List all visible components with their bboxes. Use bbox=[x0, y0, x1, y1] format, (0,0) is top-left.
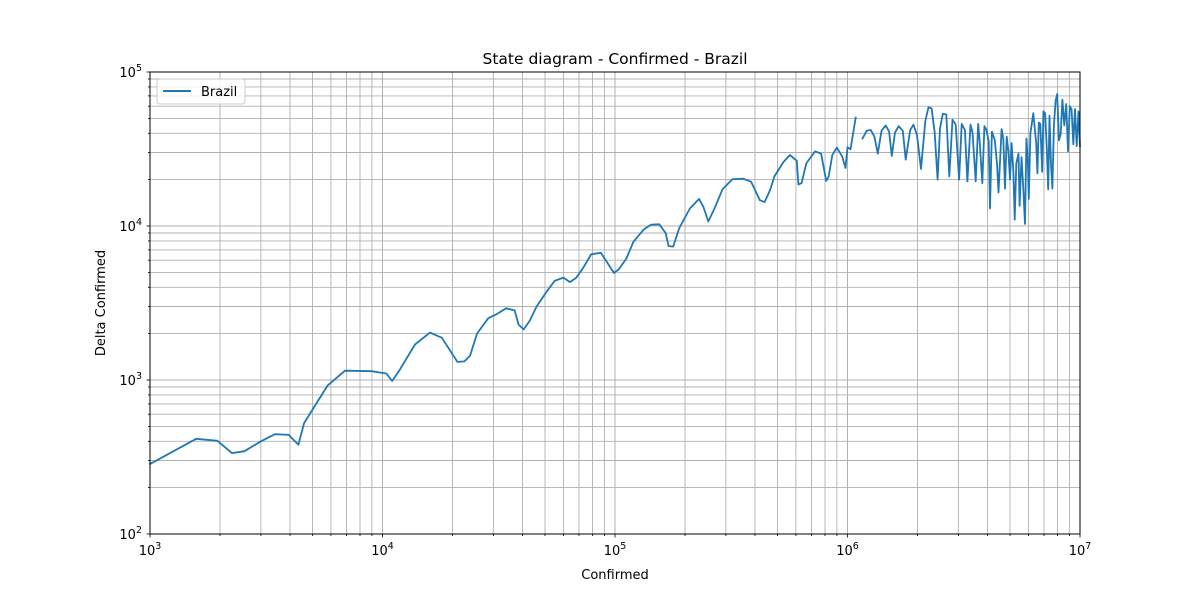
y-axis-title: Delta Confirmed bbox=[94, 250, 109, 356]
x-tick-label: 106 bbox=[836, 541, 859, 559]
series-layer bbox=[148, 93, 1081, 466]
legend-label-brazil: Brazil bbox=[201, 85, 237, 100]
y-tick-label: 105 bbox=[119, 63, 142, 81]
x-tick-label: 105 bbox=[604, 541, 627, 559]
legend-box bbox=[156, 78, 246, 105]
y-tick-label: 103 bbox=[119, 371, 142, 389]
x-tick-label: 103 bbox=[139, 541, 162, 559]
x-tick-label: 107 bbox=[1069, 541, 1092, 559]
y-tick-label: 104 bbox=[119, 217, 142, 235]
legend: Brazil bbox=[156, 78, 246, 105]
x-tick-label: 104 bbox=[371, 541, 394, 559]
series-line-brazil bbox=[148, 93, 1081, 466]
x-axis-title: Confirmed bbox=[581, 568, 649, 583]
chart-title: State diagram - Confirmed - Brazil bbox=[482, 50, 747, 68]
y-tick-label: 102 bbox=[119, 525, 142, 543]
